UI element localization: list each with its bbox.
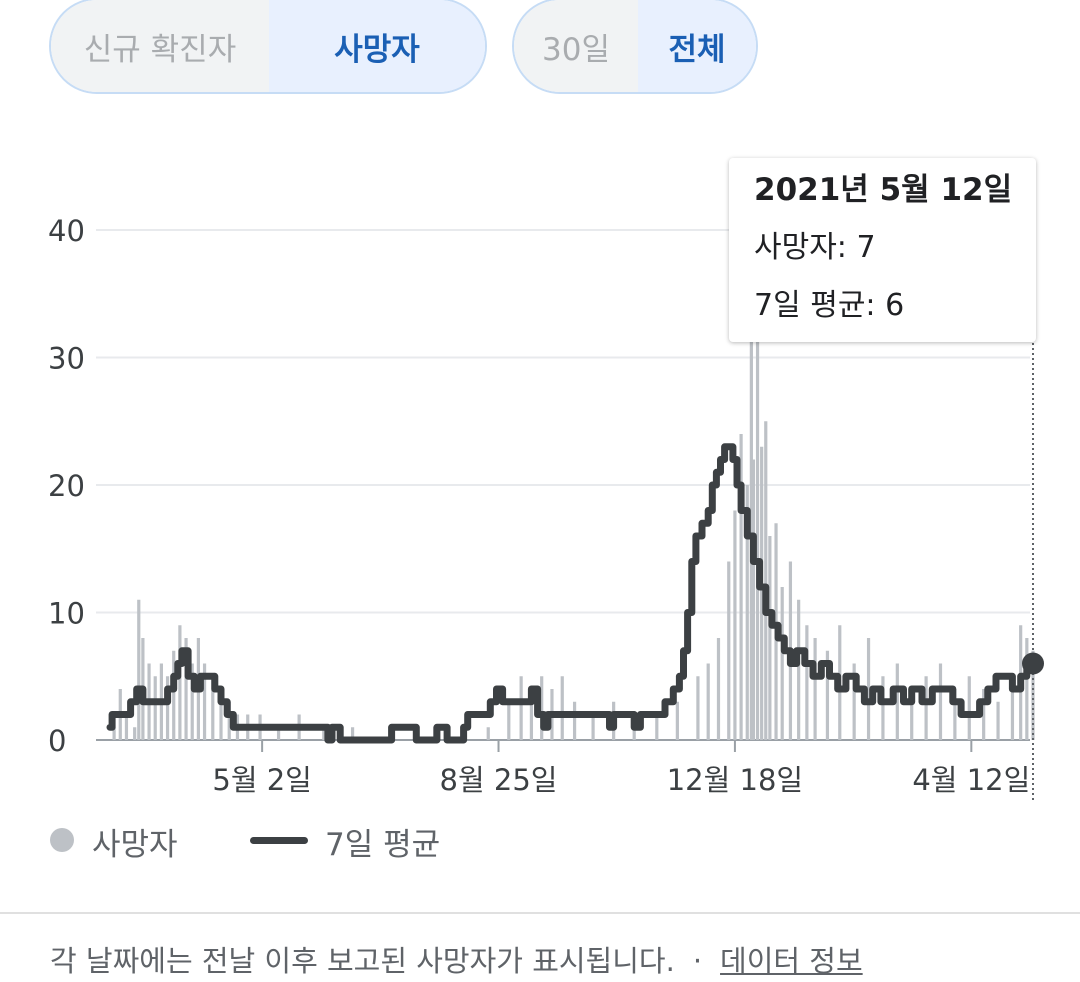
chart-tooltip: 2021년 5월 12일 사망자: 7 7일 평균: 6 <box>729 158 1036 342</box>
death-bar <box>996 701 1000 740</box>
death-bar <box>755 230 760 740</box>
highlight-point <box>1022 652 1044 675</box>
death-bar <box>825 650 830 740</box>
death-bar <box>938 663 943 740</box>
tooltip-date: 2021년 5월 12일 <box>754 172 1013 208</box>
death-bar <box>1010 676 1015 740</box>
death-bar <box>813 638 817 740</box>
death-bar <box>124 714 129 740</box>
death-bar <box>112 727 116 740</box>
death-bar <box>655 714 659 740</box>
death-bar <box>1025 638 1029 740</box>
death-bar <box>350 727 355 740</box>
y-tick-label-40: 40 <box>48 214 85 248</box>
death-bar <box>797 599 801 740</box>
y-tick-label-0: 0 <box>48 724 66 758</box>
tooltip-deaths: 사망자: 7 <box>754 230 876 265</box>
death-bar <box>1031 650 1035 740</box>
footer: 각 날짜에는 전날 이후 보고된 사망자가 표시됩니다. · 데이터 정보 <box>50 938 863 980</box>
death-bar <box>866 638 871 740</box>
average-legend-line <box>250 837 308 844</box>
death-bar <box>322 727 326 740</box>
x-tick-label: 8월 25일 <box>440 763 558 797</box>
death-bar <box>219 689 223 740</box>
y-tick-label-30: 30 <box>48 342 85 376</box>
death-bar <box>895 663 899 740</box>
x-tick-label: 4월 12일 <box>912 763 1030 797</box>
tooltip-average: 7일 평균: 6 <box>754 288 905 323</box>
range-toggle: 30일 전체 <box>512 0 758 94</box>
death-bar <box>739 434 743 740</box>
death-bar <box>805 625 809 740</box>
death-bar <box>591 714 595 740</box>
death-bar <box>745 485 749 740</box>
death-bar <box>696 676 700 740</box>
death-bar <box>560 676 564 740</box>
deaths-legend-dot <box>50 828 74 852</box>
death-bar <box>133 727 137 740</box>
death-bar <box>572 701 577 740</box>
death-bar <box>211 676 215 740</box>
death-bar <box>967 676 971 740</box>
death-bar <box>519 676 523 740</box>
death-bar <box>780 587 784 740</box>
death-bar <box>202 663 207 740</box>
death-bar <box>764 421 768 740</box>
death-bar <box>768 536 772 740</box>
metric-toggle: 신규 확진자 사망자 <box>49 0 487 94</box>
death-bar <box>137 599 141 740</box>
death-bar <box>881 676 885 740</box>
average-line <box>106 443 1037 744</box>
death-bar <box>982 689 986 740</box>
death-bar <box>852 663 856 740</box>
death-bar <box>751 459 756 740</box>
deaths-tab[interactable]: 사망자 <box>269 0 485 92</box>
chart-axes: 0 10 20 30 40 5월 2일 8월 25일 12월 18일 4월 12일 <box>48 214 1030 797</box>
death-bar <box>924 676 928 740</box>
death-bar <box>507 701 511 740</box>
death-bar <box>529 689 534 740</box>
death-bar <box>760 446 764 740</box>
death-bar <box>716 638 721 740</box>
death-bar <box>190 663 194 740</box>
deaths-legend-label: 사망자 <box>92 827 178 863</box>
death-bar <box>276 727 281 740</box>
y-tick-label-20: 20 <box>48 469 85 503</box>
range-30-days-tab[interactable]: 30일 <box>514 0 638 92</box>
death-bar <box>184 638 188 740</box>
footer-divider <box>0 912 1080 914</box>
death-bar <box>910 689 914 740</box>
average-legend-label: 7일 평균 <box>325 827 441 863</box>
death-bar <box>178 625 182 740</box>
death-bar <box>706 663 710 740</box>
death-bar <box>727 561 731 740</box>
x-tick-label: 5월 2일 <box>212 763 311 797</box>
death-bar <box>227 701 231 740</box>
x-tick-label: 12월 18일 <box>667 763 803 797</box>
range-all-tab[interactable]: 전체 <box>638 0 756 92</box>
death-bar <box>486 727 490 740</box>
death-bar <box>733 510 737 740</box>
y-tick-label-10: 10 <box>48 597 85 631</box>
new-cases-tab[interactable]: 신규 확진자 <box>51 0 269 92</box>
death-bar <box>165 676 170 740</box>
footer-separator: · <box>692 944 703 978</box>
tooltip-guide-layer <box>1022 338 1044 800</box>
footer-note: 각 날짜에는 전날 이후 보고된 사망자가 표시됩니다. <box>50 944 675 978</box>
death-bar <box>540 676 544 740</box>
death-bar <box>675 701 679 740</box>
death-bar <box>153 676 157 740</box>
death-bar <box>953 689 957 740</box>
death-bar <box>172 650 176 740</box>
deaths-chart[interactable]: 0 10 20 30 40 5월 2일 8월 25일 12월 18일 4월 12일 <box>0 0 1080 810</box>
average-line-layer <box>106 443 1037 744</box>
data-info-link[interactable]: 데이터 정보 <box>720 944 863 978</box>
